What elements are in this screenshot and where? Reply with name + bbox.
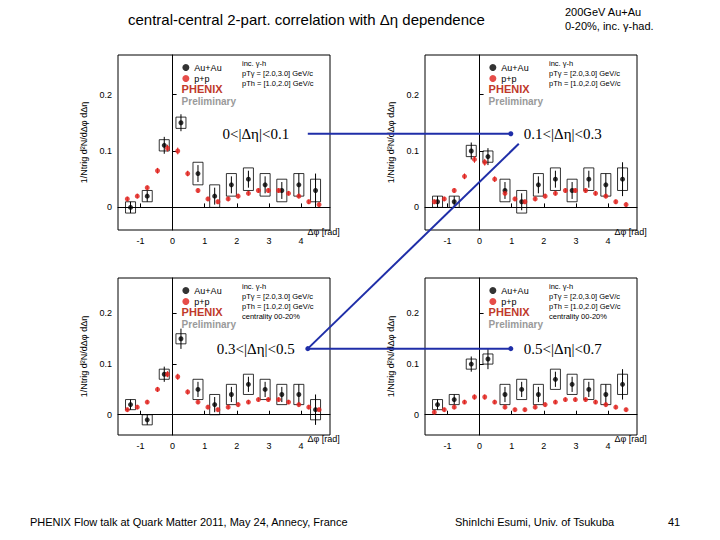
svg-text:pTγ = [2.0,3.0] GeV/c: pTγ = [2.0,3.0] GeV/c <box>242 69 313 78</box>
svg-text:0: 0 <box>477 236 482 246</box>
svg-text:central-central 2-part. correl: central-central 2-part. correlation with… <box>128 11 485 28</box>
svg-text:1: 1 <box>509 236 514 246</box>
svg-text:Δφ [rad]: Δφ [rad] <box>307 434 339 444</box>
svg-text:p+p: p+p <box>194 297 209 307</box>
svg-text:Δφ [rad]: Δφ [rad] <box>614 227 646 237</box>
svg-text:3: 3 <box>266 441 271 451</box>
svg-text:inc. γ-h: inc. γ-h <box>242 282 266 291</box>
svg-text:Au+Au: Au+Au <box>501 286 528 296</box>
svg-text:0.2: 0.2 <box>99 90 112 100</box>
svg-text:4: 4 <box>606 236 611 246</box>
svg-text:0: 0 <box>414 410 419 420</box>
svg-text:1/Ntrig d²N/dΔφ dΔη: 1/Ntrig d²N/dΔφ dΔη <box>79 316 89 397</box>
svg-text:1: 1 <box>202 236 207 246</box>
svg-text:pTh = [1.0,2.0] GeV/c: pTh = [1.0,2.0] GeV/c <box>549 302 621 311</box>
svg-text:pTγ = [2.0,3.0] GeV/c: pTγ = [2.0,3.0] GeV/c <box>549 292 620 301</box>
svg-text:-1: -1 <box>443 441 451 451</box>
svg-text:p+p: p+p <box>501 74 516 84</box>
svg-text:pTh = [1.0,2.0] GeV/c: pTh = [1.0,2.0] GeV/c <box>242 79 314 88</box>
svg-text:1/Ntrig d²N/dΔφ dΔη: 1/Ntrig d²N/dΔφ dΔη <box>79 102 89 183</box>
svg-text:0.1: 0.1 <box>406 146 419 156</box>
svg-text:4: 4 <box>299 236 304 246</box>
svg-text:Au+Au: Au+Au <box>194 286 221 296</box>
svg-text:centrality 00-20%: centrality 00-20% <box>242 312 300 321</box>
svg-text:0: 0 <box>170 441 175 451</box>
svg-text:200GeV Au+Au: 200GeV Au+Au <box>565 6 641 18</box>
svg-text:0: 0 <box>107 410 112 420</box>
svg-text:0.1: 0.1 <box>99 146 112 156</box>
svg-text:centrality 00-20%: centrality 00-20% <box>549 312 607 321</box>
svg-text:0.1: 0.1 <box>99 359 112 369</box>
svg-text:0: 0 <box>414 202 419 212</box>
svg-text:Preliminary: Preliminary <box>489 96 544 107</box>
svg-text:inc. γ-h: inc. γ-h <box>242 59 266 68</box>
svg-text:2: 2 <box>234 441 239 451</box>
svg-text:p+p: p+p <box>194 74 209 84</box>
svg-text:0.2: 0.2 <box>406 308 419 318</box>
svg-text:0: 0 <box>107 202 112 212</box>
svg-text:PHENIX: PHENIX <box>489 306 531 318</box>
svg-text:PHENIX: PHENIX <box>489 83 531 95</box>
svg-text:Preliminary: Preliminary <box>182 96 237 107</box>
svg-text:2: 2 <box>234 236 239 246</box>
svg-text:3: 3 <box>573 236 578 246</box>
svg-text:1: 1 <box>509 441 514 451</box>
svg-text:p+p: p+p <box>501 297 516 307</box>
svg-text:Δφ [rad]: Δφ [rad] <box>307 227 339 237</box>
svg-text:0.2: 0.2 <box>99 308 112 318</box>
svg-text:3: 3 <box>573 441 578 451</box>
svg-text:4: 4 <box>299 441 304 451</box>
svg-text:Au+Au: Au+Au <box>501 63 528 73</box>
svg-text:-1: -1 <box>443 236 451 246</box>
svg-text:PHENIX: PHENIX <box>182 83 224 95</box>
svg-text:0<|Δη|<0.1: 0<|Δη|<0.1 <box>222 126 289 142</box>
svg-text:2: 2 <box>541 236 546 246</box>
svg-text:PHENIX: PHENIX <box>182 306 224 318</box>
svg-text:-1: -1 <box>136 236 144 246</box>
svg-text:2: 2 <box>541 441 546 451</box>
svg-text:Preliminary: Preliminary <box>182 319 237 330</box>
svg-text:ShinIchi Esumi, Univ. of Tsuku: ShinIchi Esumi, Univ. of Tsukuba <box>455 516 615 528</box>
svg-text:0.3<|Δη|<0.5: 0.3<|Δη|<0.5 <box>217 341 295 357</box>
svg-text:4: 4 <box>606 441 611 451</box>
svg-text:inc. γ-h: inc. γ-h <box>549 59 573 68</box>
svg-text:PHENIX Flow talk at Quark Matt: PHENIX Flow talk at Quark Matter 2011, M… <box>30 516 348 528</box>
svg-text:41: 41 <box>668 516 680 528</box>
svg-text:1: 1 <box>202 441 207 451</box>
svg-text:0.1: 0.1 <box>406 359 419 369</box>
svg-text:pTh = [1.0,2.0] GeV/c: pTh = [1.0,2.0] GeV/c <box>549 79 621 88</box>
svg-text:0.2: 0.2 <box>406 90 419 100</box>
svg-text:Δφ [rad]: Δφ [rad] <box>614 434 646 444</box>
svg-text:Au+Au: Au+Au <box>194 63 221 73</box>
svg-text:0.5<|Δη|<0.7: 0.5<|Δη|<0.7 <box>524 341 602 357</box>
svg-text:-1: -1 <box>136 441 144 451</box>
svg-text:inc. γ-h: inc. γ-h <box>549 282 573 291</box>
svg-text:pTγ = [2.0,3.0] GeV/c: pTγ = [2.0,3.0] GeV/c <box>242 292 313 301</box>
svg-text:0: 0 <box>477 441 482 451</box>
svg-text:Preliminary: Preliminary <box>489 319 544 330</box>
svg-text:3: 3 <box>266 236 271 246</box>
svg-text:0.1<|Δη|<0.3: 0.1<|Δη|<0.3 <box>524 126 602 142</box>
svg-text:1/Ntrig d²N/dΔφ dΔη: 1/Ntrig d²N/dΔφ dΔη <box>386 316 396 397</box>
svg-text:pTh = [1.0,2.0] GeV/c: pTh = [1.0,2.0] GeV/c <box>242 302 314 311</box>
svg-text:0-20%, inc. γ-had.: 0-20%, inc. γ-had. <box>565 20 654 32</box>
svg-text:1/Ntrig d²N/dΔφ dΔη: 1/Ntrig d²N/dΔφ dΔη <box>386 102 396 183</box>
svg-text:pTγ = [2.0,3.0] GeV/c: pTγ = [2.0,3.0] GeV/c <box>549 69 620 78</box>
svg-text:0: 0 <box>170 236 175 246</box>
